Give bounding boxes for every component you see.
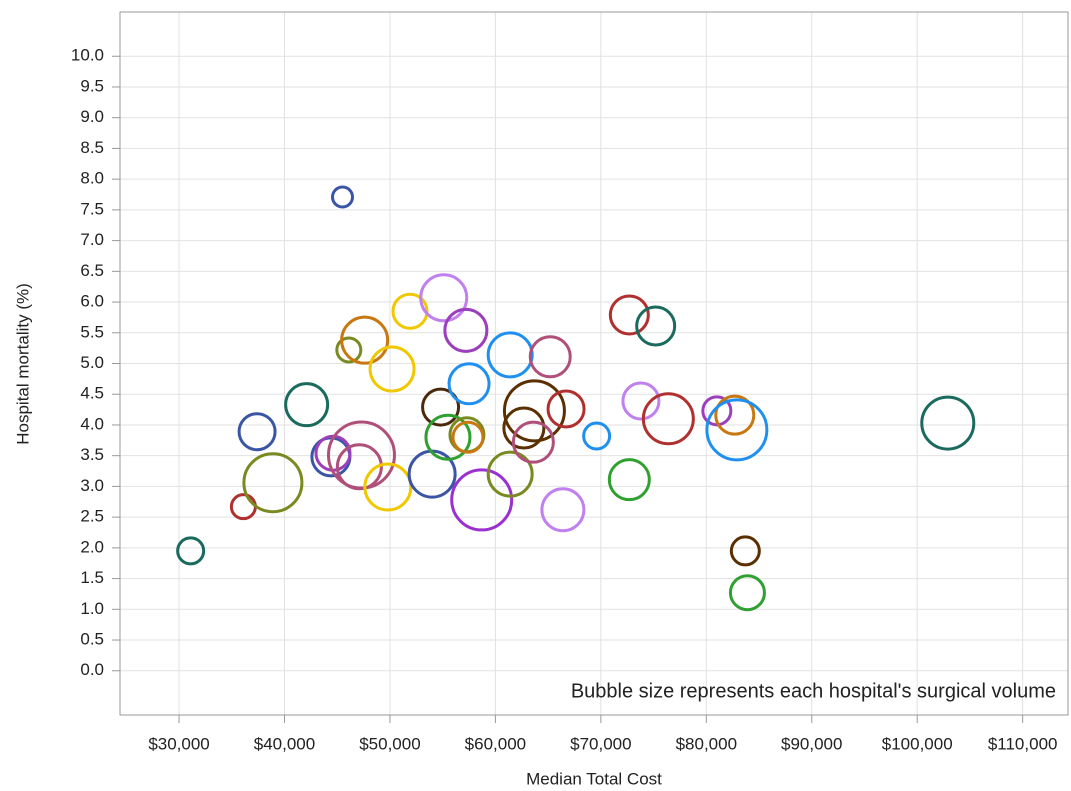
bubble (237, 412, 277, 452)
bubble (920, 395, 976, 451)
bubble (450, 468, 514, 532)
y-tick-label: 6.0 (80, 292, 104, 311)
x-tick-label: $40,000 (254, 734, 315, 753)
y-tick-label: 0.0 (80, 660, 104, 679)
x-tick-label: $90,000 (781, 734, 842, 753)
bubble (447, 362, 491, 406)
y-tick-label: 3.0 (80, 476, 104, 495)
bubble (176, 536, 206, 566)
bubble (363, 462, 413, 512)
bubble (641, 392, 695, 446)
x-tick-label: $50,000 (359, 734, 420, 753)
x-tick-label: $70,000 (570, 734, 631, 753)
y-tick-label: 10.0 (71, 46, 104, 65)
y-tick-label: 2.5 (80, 507, 104, 526)
bubble (424, 413, 472, 461)
bubble (714, 394, 756, 436)
bubble (729, 535, 761, 567)
bubble (511, 420, 555, 464)
x-tick-label: $110,000 (988, 734, 1058, 753)
bubble (451, 420, 485, 454)
y-tick-label: 6.5 (80, 261, 104, 280)
y-tick-label: 9.0 (80, 107, 104, 126)
y-tick-label: 3.5 (80, 445, 104, 464)
bubble (635, 305, 677, 347)
bubble (335, 336, 363, 364)
y-tick-label: 5.5 (80, 322, 104, 341)
y-tick-label: 2.0 (80, 537, 104, 556)
y-tick-label: 4.5 (80, 384, 104, 403)
bubble (486, 331, 534, 379)
bubble (705, 398, 769, 462)
y-tick-label: 5.0 (80, 353, 104, 372)
bubble (326, 420, 396, 490)
bubble (242, 452, 304, 514)
bubble (621, 381, 661, 421)
bubble (443, 307, 489, 353)
bubble (340, 315, 390, 365)
bubble (528, 335, 572, 379)
y-axis-label: Hospital mortality (%) (13, 283, 32, 445)
bubble (502, 379, 566, 443)
x-tick-label: $60,000 (465, 734, 526, 753)
y-tick-label: 1.5 (80, 568, 104, 587)
bubble (421, 387, 461, 427)
bubble (728, 574, 766, 612)
bubble (546, 389, 586, 429)
bubble (331, 185, 355, 209)
bubble (607, 458, 651, 502)
y-tick-label: 7.5 (80, 199, 104, 218)
y-tick-label: 8.5 (80, 138, 104, 157)
y-tick-label: 0.5 (80, 630, 104, 649)
bubble (419, 273, 469, 323)
x-tick-label: $30,000 (148, 734, 209, 753)
bubble (229, 493, 257, 521)
x-tick-label: $100,000 (882, 734, 953, 753)
annotation: Bubble size represents each hospital's s… (571, 680, 1056, 702)
y-tick-label: 1.0 (80, 599, 104, 618)
bubble (582, 421, 612, 451)
bubble (502, 406, 546, 450)
bubble (368, 345, 416, 393)
y-tick-label: 7.0 (80, 230, 104, 249)
bubble (335, 443, 383, 491)
y-tick-label: 9.5 (80, 76, 104, 95)
x-axis-label: Median Total Cost (526, 769, 662, 788)
x-tick-label: $80,000 (676, 734, 737, 753)
bubble (540, 487, 586, 533)
y-tick-label: 8.0 (80, 169, 104, 188)
bubble (486, 450, 534, 498)
bubble (608, 294, 650, 336)
y-tick-label: 4.0 (80, 414, 104, 433)
bubble (284, 382, 330, 428)
